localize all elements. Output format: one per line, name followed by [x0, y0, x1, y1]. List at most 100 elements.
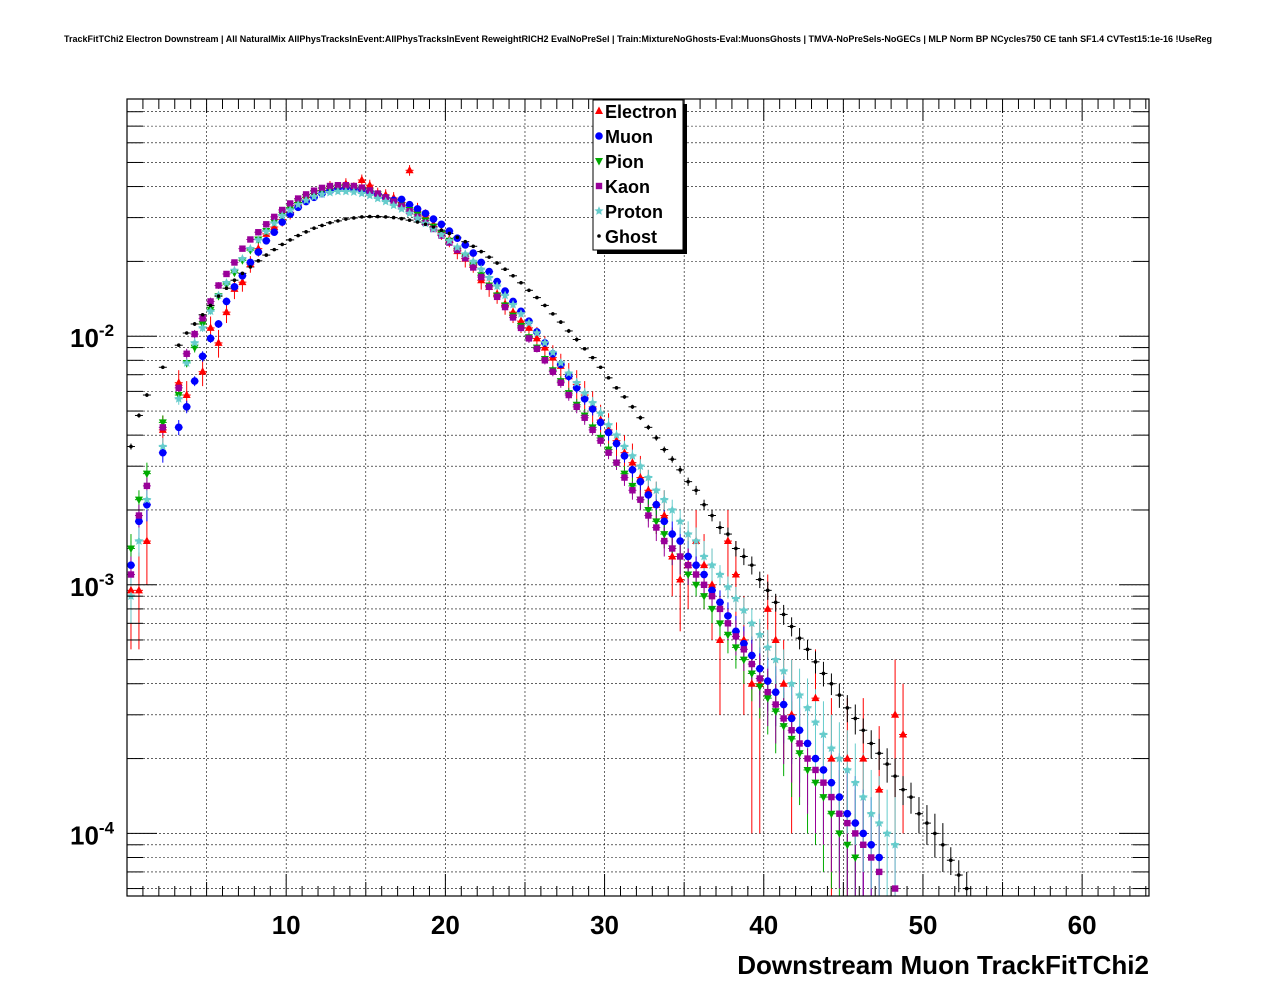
ghost-point — [885, 762, 889, 766]
legend-marker-electron — [595, 106, 603, 114]
pion-point — [747, 670, 756, 678]
pion-point — [660, 531, 669, 539]
pion-point — [692, 581, 701, 590]
proton-point — [460, 249, 470, 258]
muon-point — [262, 237, 271, 245]
proton-point — [635, 461, 645, 471]
legend-marker-kaon — [595, 182, 603, 190]
pion-point — [811, 779, 820, 788]
proton-point — [866, 808, 876, 818]
ghost-point — [662, 447, 667, 452]
proton-point — [675, 516, 685, 526]
ghost-point — [909, 795, 913, 799]
kaon-point — [271, 213, 278, 221]
y-tick-label-base: 10 — [70, 820, 99, 850]
legend: Electron Muon Pion Kaon Proton Ghost — [592, 99, 687, 254]
pion-point — [652, 518, 661, 526]
muon-point — [278, 218, 287, 226]
proton-point — [484, 272, 494, 282]
muon-point — [612, 439, 621, 448]
kaon-point — [541, 357, 549, 364]
proton-point — [755, 629, 765, 639]
ghost-point — [304, 230, 308, 234]
kaon-point — [653, 524, 660, 531]
kaon-point — [326, 182, 334, 190]
proton-point — [285, 205, 295, 214]
ghost-point — [280, 242, 285, 247]
kaon-point — [740, 646, 748, 653]
muon-point — [206, 334, 215, 343]
ghost-point — [288, 238, 292, 242]
proton-point — [134, 536, 144, 545]
proton-point — [436, 229, 446, 239]
x-tick-label: 50 — [908, 910, 937, 940]
kaon-point — [342, 182, 350, 189]
muon-point — [397, 195, 406, 204]
proton-point — [627, 451, 637, 460]
kaon-point — [820, 779, 827, 786]
legend-label-proton: Proton — [605, 202, 663, 222]
chart-title: TrackFitTChi2 Electron Downstream | All … — [64, 34, 1212, 44]
pion-point — [134, 496, 143, 505]
proton-point — [333, 186, 343, 196]
ghost-point — [423, 222, 428, 227]
proton-point — [492, 281, 502, 291]
kaon-point — [597, 437, 604, 444]
ghost-point — [184, 331, 189, 335]
muon-point — [748, 651, 756, 660]
muon-point — [700, 570, 708, 579]
proton-point — [309, 191, 319, 201]
muon-point — [708, 586, 716, 595]
ghost-point — [360, 215, 364, 219]
ghost-point — [463, 239, 468, 244]
kaon-point — [772, 701, 779, 708]
kaon-point — [294, 195, 302, 202]
ghost-point — [129, 444, 133, 449]
legend-marker-muon — [595, 132, 603, 140]
proton-point — [261, 226, 271, 236]
proton-point — [389, 200, 399, 210]
ghost-point — [208, 303, 213, 308]
kaon-point — [191, 330, 198, 338]
proton-point — [373, 193, 383, 203]
electron-point — [763, 604, 772, 612]
proton-point — [779, 666, 789, 675]
proton-point — [253, 235, 263, 244]
kaon-point — [700, 581, 708, 589]
proton-point — [301, 195, 311, 205]
electron-point — [747, 679, 756, 687]
ghost-point — [941, 842, 945, 847]
proton-point — [850, 777, 860, 787]
proton-point — [596, 408, 606, 418]
kaon-point — [525, 335, 533, 342]
ghost-point — [232, 278, 237, 283]
kaon-point — [454, 246, 461, 254]
ghost-point — [161, 365, 165, 370]
muon-point — [811, 754, 820, 763]
kaon-point — [223, 270, 230, 278]
ghost-point — [312, 226, 316, 230]
muon-point — [198, 352, 207, 361]
muon-point — [421, 209, 430, 218]
proton-point — [707, 560, 717, 570]
kaon-point — [605, 449, 612, 456]
kaon-point — [239, 245, 246, 252]
kaon-point — [279, 206, 286, 214]
proton-point — [293, 199, 303, 209]
proton-point — [277, 211, 287, 220]
kaon-point — [358, 184, 366, 191]
proton-point — [524, 318, 534, 327]
pion-point — [739, 656, 748, 665]
proton-point — [468, 256, 478, 266]
pion-point — [755, 683, 764, 691]
proton-point — [603, 420, 614, 429]
pion-point — [190, 344, 199, 353]
proton-point — [365, 190, 375, 200]
kaon-point — [692, 571, 700, 578]
proton-point — [500, 290, 510, 300]
electron-point — [676, 575, 685, 583]
y-tick-label: 10-4 — [70, 818, 115, 850]
proton-point — [731, 593, 741, 603]
kaon-point — [350, 182, 358, 190]
kaon-point — [501, 303, 509, 311]
